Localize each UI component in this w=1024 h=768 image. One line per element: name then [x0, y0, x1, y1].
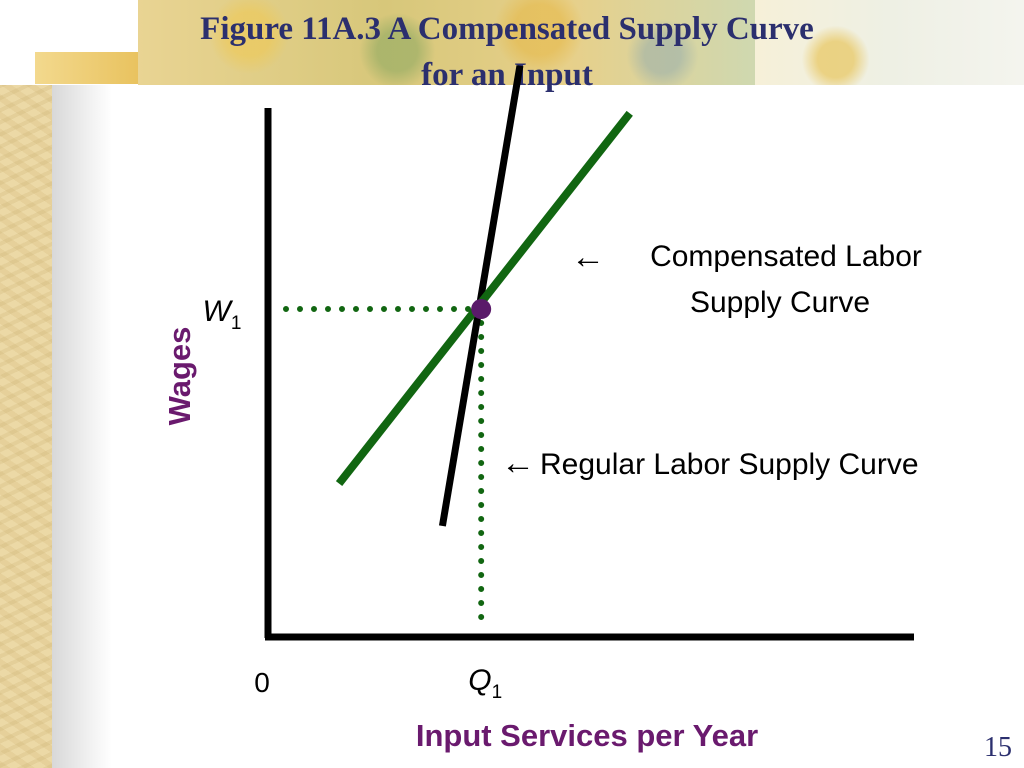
- equilibrium-point: [471, 299, 492, 320]
- left-texture-strip: [0, 0, 52, 768]
- top-decor-collage-right: [755, 0, 1024, 85]
- page-number: 15: [984, 732, 1012, 763]
- left-shade: [52, 85, 112, 768]
- w1-sub: 1: [231, 313, 242, 334]
- title-line-1: Figure 11A.3 A Compensated Supply Curve: [200, 11, 814, 47]
- w1-tick-label: W1: [203, 295, 242, 334]
- top-decor-bar: [35, 52, 145, 84]
- compensated-label-line-2: Supply Curve: [690, 286, 870, 319]
- regular-label: Regular Labor Supply Curve: [540, 448, 919, 481]
- q1-sub: 1: [492, 682, 503, 703]
- compensated-arrow: ←: [571, 238, 605, 276]
- w1-var: W: [203, 295, 234, 328]
- regular-arrow: ←: [501, 444, 535, 482]
- x-axis-label: Input Services per Year: [416, 718, 758, 753]
- q1-tick-label: Q1: [468, 664, 502, 703]
- slide-title: Figure 11A.3 A Compensated Supply Curve …: [0, 6, 1014, 98]
- q1-var: Q: [468, 664, 491, 697]
- compensated-supply-curve: [335, 110, 633, 487]
- regular-supply-curve: [438, 65, 524, 527]
- top-decor-collage: [138, 0, 755, 85]
- y-axis-label: Wages: [162, 327, 197, 426]
- compensated-label-line-1: Compensated Labor: [650, 240, 922, 273]
- title-line-2: for an Input: [421, 57, 593, 93]
- origin-label: 0: [254, 667, 270, 698]
